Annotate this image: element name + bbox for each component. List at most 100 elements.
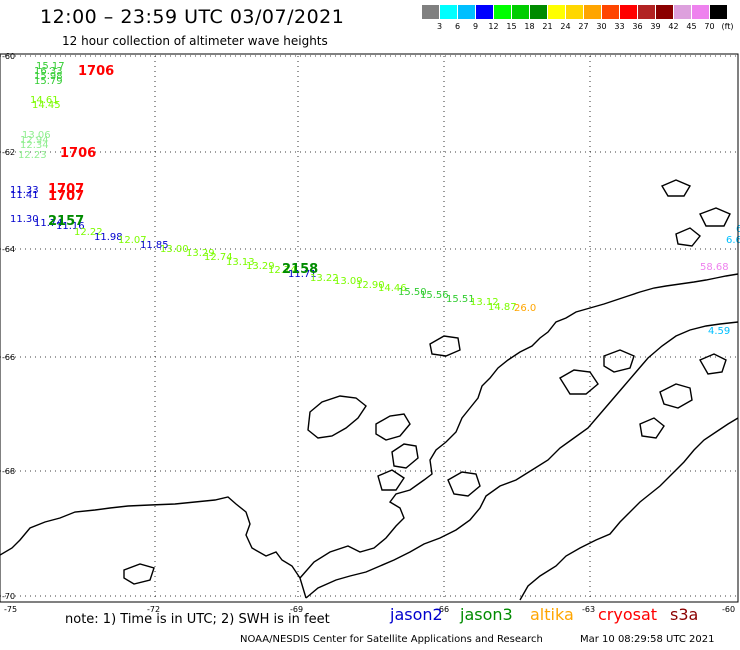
pass-time-label: 1707 (48, 182, 84, 197)
lat-tick-label: -70 (2, 592, 15, 601)
scale-label: 27 (578, 22, 589, 31)
wave-height-label: 6.6 (726, 235, 740, 246)
pass-time-label: 1706 (78, 64, 114, 79)
wave-height-label: 4.59 (708, 326, 730, 337)
scale-swatch (422, 5, 439, 19)
wave-height-label: 13.09 (334, 276, 363, 287)
wave-height-label: 15.79 (34, 76, 63, 87)
pass-time-label: 1707 (48, 189, 84, 204)
scale-swatch (674, 5, 691, 19)
lat-tick-label: -66 (2, 353, 15, 362)
chart-title: 12:00 – 23:59 UTC 03/07/2021 (40, 6, 345, 28)
scale-label: 24 (560, 22, 571, 31)
pass-time-label: 2158 (282, 262, 318, 277)
wave-height-label: 14.45 (32, 100, 61, 111)
wave-height-label: 11.74 (34, 218, 63, 229)
island-14 (699, 207, 731, 227)
antarctic-peninsula-coast (0, 273, 739, 599)
lat-tick-label: -62 (2, 148, 15, 157)
satellite-legend-jason3: jason3 (460, 605, 513, 624)
scale-swatch (656, 5, 673, 19)
wave-height-label: 11.85 (140, 240, 169, 251)
footer-credit: NOAA/NESDIS Center for Satellite Applica… (240, 634, 543, 645)
scale-label: 70 (704, 22, 715, 31)
wave-height-label: 13.29 (246, 261, 275, 272)
lat-tick-label: -68 (2, 467, 15, 476)
scale-label: 39 (650, 22, 661, 31)
island-8 (429, 335, 461, 357)
scale-label: 45 (686, 22, 697, 31)
wave-height-label: 11.98 (94, 232, 123, 243)
footer-timestamp: Mar 10 08:29:58 UTC 2021 (580, 634, 715, 645)
island-6 (559, 369, 599, 395)
wave-height-label: 12.22 (74, 227, 103, 238)
wave-height-label: 14.46 (378, 283, 407, 294)
scale-swatch (512, 5, 529, 19)
scale-swatch (494, 5, 511, 19)
wave-height-label: 12.23 (18, 150, 47, 161)
scale-label: 18 (524, 22, 535, 31)
axis-tick-labels: -60 -62 -64 -66 -68 -70 -75 -72 -69 -66 -63 -60 (2, 52, 735, 614)
island-9 (659, 383, 693, 409)
coast-segment-3 (519, 417, 739, 601)
island-3 (391, 443, 419, 469)
wave-height-label: 12.74 (268, 265, 297, 276)
wave-height-label: 14.61 (30, 95, 59, 106)
scale-swatch (638, 5, 655, 19)
scale-label: 30 (596, 22, 607, 31)
island-15 (675, 227, 701, 247)
coastline (0, 179, 739, 601)
wave-height-label: 15.98 (34, 71, 63, 82)
wave-height-label: 13.00 (160, 244, 189, 255)
scale-swatch (548, 5, 565, 19)
scale-label: 3 (436, 22, 443, 31)
pass-time-label: 2157 (48, 214, 84, 229)
scale-swatch (584, 5, 601, 19)
wave-height-label: 12.07 (118, 235, 147, 246)
scale-swatch (440, 5, 457, 19)
scale-label: (ft) (721, 22, 734, 31)
lon-tick-label: -72 (147, 605, 160, 614)
wave-height-label: 13.22 (310, 273, 339, 284)
scale-swatch (530, 5, 547, 19)
wave-height-label: 14.87 (488, 302, 517, 313)
map-frame (0, 53, 739, 603)
wave-height-label: 13.13 (226, 257, 255, 268)
island-2 (375, 413, 411, 441)
scale-swatch (602, 5, 619, 19)
wave-height-label: 12.34 (20, 140, 49, 151)
lon-tick-label: -69 (290, 605, 303, 614)
island-13 (660, 179, 692, 197)
pass-time-label: 1706 (60, 146, 96, 161)
scale-label: 15 (506, 22, 517, 31)
scale-label: 42 (668, 22, 679, 31)
lon-tick-label: -63 (582, 605, 595, 614)
scale-swatch (692, 5, 709, 19)
scale-label: 36 (632, 22, 643, 31)
island-7 (603, 349, 635, 373)
wave-height-label: 15.56 (420, 290, 449, 301)
island-4 (377, 469, 405, 491)
wave-height-label: 12.94 (20, 135, 49, 146)
lon-tick-label: -60 (722, 605, 735, 614)
note-text: note: 1) Time is in UTC; 2) SWH is in fe… (65, 612, 330, 627)
wave-height-label: 11.30 (10, 214, 39, 225)
scale-swatch (476, 5, 493, 19)
coast-segment-2 (305, 321, 739, 599)
wave-height-label: 26.0 (514, 303, 536, 314)
satellite-legend-cryosat: cryosat (598, 605, 658, 624)
island-5 (447, 471, 481, 497)
wave-height-label: 11.33 (10, 185, 39, 196)
island-11 (699, 353, 727, 375)
wave-height-label: 16.33 (34, 66, 63, 77)
wave-height-label: 15.51 (446, 294, 475, 305)
wave-height-label: 13.06 (22, 130, 51, 141)
lat-tick-label: -60 (2, 52, 15, 61)
wave-height-label: 11.71 (288, 269, 317, 280)
satellite-legend-jason2: jason2 (390, 605, 443, 624)
lon-tick-label: -66 (436, 605, 449, 614)
graticule (0, 55, 739, 600)
scale-label: 6 (454, 22, 461, 31)
scale-label: 9 (472, 22, 479, 31)
